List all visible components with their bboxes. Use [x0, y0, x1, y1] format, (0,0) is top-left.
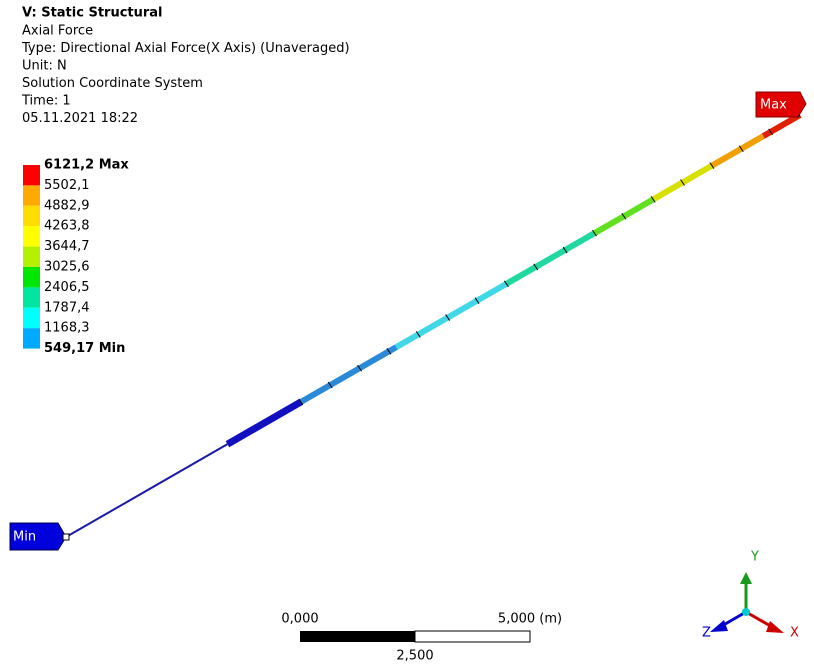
legend-band — [23, 247, 40, 267]
header-line: Unit: N — [22, 59, 67, 74]
legend-band — [23, 206, 40, 226]
legend-band — [23, 165, 40, 185]
axis-x: X — [790, 626, 799, 641]
legend-label: 3025,6 — [44, 260, 90, 275]
max-label: Max — [760, 98, 787, 113]
legend-label: 4882,9 — [44, 198, 90, 213]
header-line: 05.11.2021 18:22 — [22, 111, 138, 126]
scale-left: 0,000 — [281, 612, 318, 627]
axis-z: Z — [702, 626, 711, 641]
title: V: Static Structural — [22, 6, 163, 21]
triad: Y X Z — [702, 550, 799, 641]
legend-label: 3644,7 — [44, 239, 90, 254]
axis-y: Y — [750, 550, 759, 565]
scale-middle: 2,500 — [396, 649, 433, 664]
legend-band — [23, 267, 40, 287]
scale-white — [415, 631, 530, 642]
legend-band — [23, 328, 40, 348]
legend-label: 549,17 Min — [44, 341, 125, 356]
beam-segment — [712, 136, 763, 166]
header-line: Solution Coordinate System — [22, 76, 203, 91]
legend-band — [23, 185, 40, 205]
beam-segment — [763, 115, 800, 136]
viewport: V: Static Structural Axial Force Type: Di… — [0, 0, 814, 666]
beam-segment — [66, 444, 227, 537]
legend-label: 6121,2 Max — [44, 158, 129, 173]
legend-label: 4263,8 — [44, 219, 90, 234]
scale-black — [300, 631, 415, 642]
legend-band — [23, 308, 40, 328]
scale-right: 5,000 (m) — [498, 612, 562, 627]
beam-segment — [301, 347, 396, 402]
beam-segment — [506, 233, 594, 284]
beam-segment — [227, 402, 300, 444]
legend-band — [23, 287, 40, 307]
beam-segment — [396, 284, 506, 347]
header-line: Type: Directional Axial Force(X Axis) (U… — [21, 41, 350, 56]
header-line: Axial Force — [22, 24, 93, 39]
legend-label: 1168,3 — [44, 321, 90, 336]
legend-band — [23, 226, 40, 246]
min-label: Min — [13, 530, 36, 545]
legend-label: 1787,4 — [44, 300, 90, 315]
legend-label: 2406,5 — [44, 280, 90, 295]
legend-label: 5502,1 — [44, 178, 90, 193]
header-line: Time: 1 — [21, 94, 71, 109]
